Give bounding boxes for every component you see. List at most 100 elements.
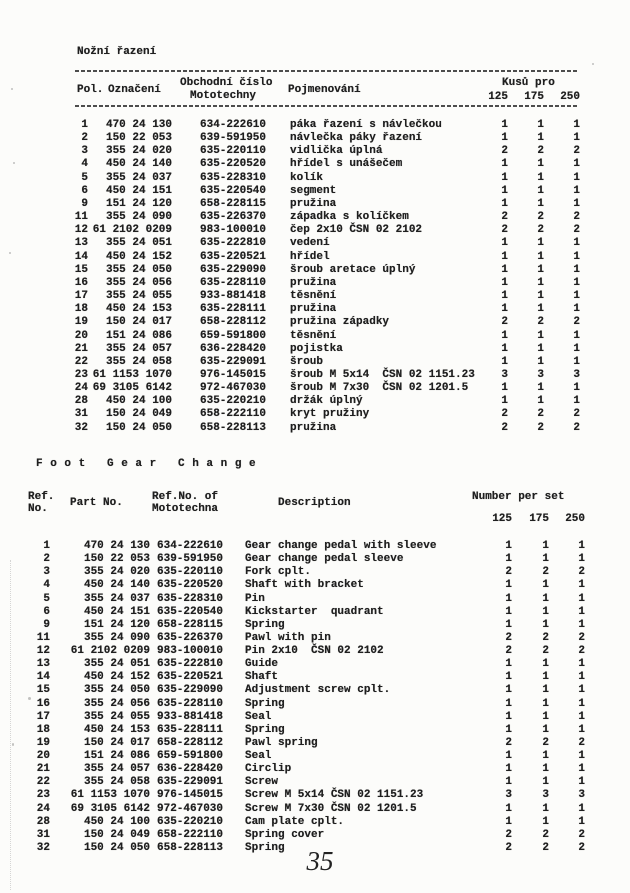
qty-175-cell: 1 — [537, 329, 544, 342]
part-no-cell: 450 24 151 — [105, 184, 172, 197]
description-cell: kolík — [290, 171, 324, 184]
qty-175-cell: 1 — [537, 237, 544, 250]
table-row: 19 150 24 017 658-228112 Pawl spring 2 2 2 — [0, 737, 630, 750]
table-row: 20 151 24 086 659-591800 Seal 1 1 1 — [0, 750, 630, 763]
qty-250-cell: 1 — [578, 710, 585, 723]
qty-175-cell: 1 — [537, 263, 544, 276]
qty-250-cell: 2 — [573, 408, 580, 421]
part-no-cell: 150 24 017 — [83, 736, 150, 749]
qty-250-cell: 2 — [578, 736, 585, 749]
qty-175-cell: 1 — [542, 723, 549, 736]
qty-175-cell: 1 — [542, 815, 549, 828]
qty-175-cell: 1 — [537, 184, 544, 197]
description-cell: pojistka — [290, 342, 343, 355]
trade-no-cell: 636-228420 — [157, 763, 224, 776]
english-header-ref-1: Ref. — [28, 491, 55, 503]
qty-175-cell: 1 — [537, 382, 544, 395]
qty-250-cell: 1 — [578, 540, 585, 552]
ref-no-cell: 5 — [43, 592, 50, 605]
description-cell: kryt pružiny — [290, 408, 370, 421]
qty-125-cell: 1 — [505, 815, 512, 828]
description-cell: Spring — [245, 841, 285, 854]
ref-no-cell: 3 — [81, 145, 88, 158]
trade-no-cell: 635-220521 — [157, 671, 224, 684]
part-no-cell: 450 24 152 — [105, 250, 172, 263]
description-cell: hřídel s unášečem — [290, 158, 403, 171]
ref-no-cell: 31 — [36, 828, 50, 841]
ref-no-cell: 9 — [81, 197, 88, 210]
scan-edge-artifact — [10, 560, 11, 890]
table-row: 15 355 24 050 635-229090 šroub aretace úpln… — [0, 264, 630, 277]
qty-175-cell: 1 — [537, 171, 544, 184]
description-cell: čep 2x10 ČSN 02 2102 — [290, 224, 423, 237]
table-row: 6 450 24 151 635-220540 Kickstarter quadran… — [0, 606, 630, 619]
english-header-qty-250: 250 — [565, 513, 585, 525]
table-row: 20 151 24 086 659-591800 těsnění 1 1 1 — [0, 330, 630, 343]
table-row: 32 150 24 050 658-228113 pružina 2 2 2 — [0, 422, 630, 435]
description-cell: segment — [290, 184, 337, 197]
trade-no-cell: 635-220210 — [157, 815, 224, 828]
qty-125-cell: 1 — [505, 540, 512, 552]
part-no-cell: 355 24 057 — [83, 763, 150, 776]
trade-no-cell: 635-220520 — [200, 158, 267, 171]
trade-no-cell: 976-145015 — [200, 368, 267, 381]
qty-175-cell: 1 — [537, 250, 544, 263]
english-header-trade-2: Mototechna — [152, 503, 219, 515]
table-row: 3 355 24 020 635-220110 vidlička úplná 2 2 2 — [0, 145, 630, 158]
description-cell: Gear change pedal with sleeve — [245, 540, 437, 552]
table-row: 17 355 24 055 933-881418 Seal 1 1 1 — [0, 711, 630, 724]
english-header-ref-2: No. — [28, 503, 48, 515]
qty-250-cell: 1 — [578, 763, 585, 776]
table-row: 9 151 24 120 658-228115 Spring 1 1 1 — [0, 619, 630, 632]
ref-no-cell: 5 — [81, 171, 88, 184]
qty-175-cell: 2 — [537, 224, 544, 237]
ref-no-cell: 20 — [74, 329, 88, 342]
trade-no-cell: 658-228115 — [200, 197, 267, 210]
trade-no-cell: 635-220110 — [200, 145, 267, 158]
ref-no-cell: 13 — [74, 237, 88, 250]
qty-250-cell: 1 — [573, 355, 580, 368]
description-cell: šroub M 7x30 ČSN 02 1201.5 — [290, 382, 469, 395]
qty-125-cell: 1 — [501, 250, 508, 263]
qty-250-cell: 1 — [573, 303, 580, 316]
qty-250-cell: 2 — [573, 224, 580, 237]
ref-no-cell: 11 — [74, 211, 88, 224]
description-cell: vidlička úplná — [290, 145, 383, 158]
description-cell: Screw M 5x14 ČSN 02 1151.23 — [245, 789, 424, 802]
qty-175-cell: 1 — [542, 763, 549, 776]
trade-no-cell: 639-591950 — [200, 132, 267, 145]
trade-no-cell: 635-229090 — [200, 263, 267, 276]
trade-no-cell: 972-467030 — [157, 802, 224, 815]
part-no-cell: 151 24 086 — [83, 750, 150, 762]
ref-no-cell: 31 — [74, 408, 88, 421]
part-no-cell: 355 24 050 — [83, 684, 150, 697]
qty-125-cell: 1 — [505, 658, 512, 671]
description-cell: páka řazení s návlečkou — [290, 119, 442, 131]
part-no-cell: 151 24 120 — [83, 618, 150, 631]
qty-125-cell: 2 — [501, 145, 508, 158]
qty-250-cell: 2 — [578, 841, 585, 854]
qty-175-cell: 2 — [542, 828, 549, 841]
table-row: 15 355 24 050 635-229090 Adjustment screw c… — [0, 684, 630, 697]
qty-125-cell: 1 — [501, 158, 508, 171]
part-no-cell: 355 24 020 — [105, 145, 172, 158]
qty-175-cell: 1 — [542, 671, 549, 684]
english-header-part: Part No. — [70, 497, 123, 509]
trade-no-cell: 635-229090 — [157, 684, 224, 697]
part-no-cell: 355 24 051 — [83, 658, 150, 671]
czech-header-qty-250: 250 — [560, 91, 580, 103]
table-row: 24 69 3105 6142 972-467030 šroub M 7x30 ČSN… — [0, 382, 630, 395]
qty-125-cell: 2 — [505, 566, 512, 579]
qty-175-cell: 2 — [542, 736, 549, 749]
trade-no-cell: 635-228111 — [157, 723, 224, 736]
description-cell: Shaft with bracket — [245, 579, 364, 592]
qty-250-cell: 1 — [573, 158, 580, 171]
ref-no-cell: 1 — [43, 540, 50, 552]
trade-no-cell: 658-228115 — [157, 618, 224, 631]
qty-125-cell: 2 — [505, 631, 512, 644]
description-cell: hřídel — [290, 250, 330, 263]
qty-125-cell: 1 — [505, 776, 512, 789]
part-no-cell: 61 2102 0209 — [92, 224, 172, 237]
table-row: 21 355 24 057 636-228420 pojistka 1 1 1 — [0, 343, 630, 356]
scan-speck — [13, 162, 15, 164]
